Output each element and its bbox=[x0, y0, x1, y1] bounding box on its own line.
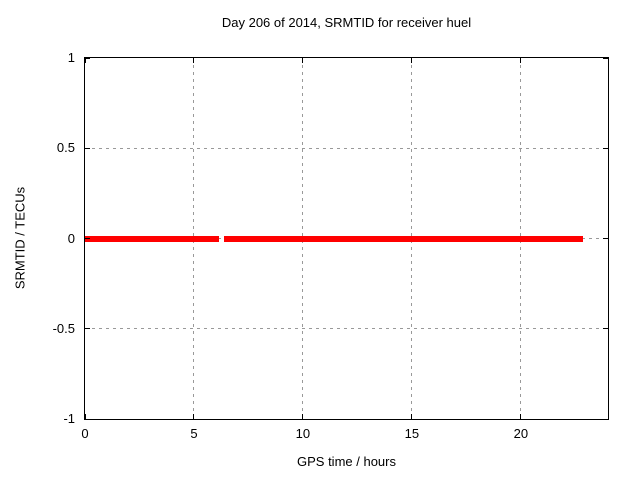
srmtid-series-segment bbox=[224, 235, 583, 242]
x-tick-label: 20 bbox=[513, 426, 529, 441]
tick-mark bbox=[603, 328, 608, 330]
tick-mark bbox=[85, 418, 90, 420]
tick-mark bbox=[603, 147, 608, 149]
tick-mark bbox=[603, 238, 608, 239]
gridline bbox=[85, 328, 608, 330]
x-tick-label: 5 bbox=[190, 426, 198, 441]
tick-mark bbox=[302, 58, 304, 63]
plot-area: 0 5 10 15 20 1 0.5 0 -0.5 -1 bbox=[53, 50, 609, 441]
tick-mark bbox=[84, 58, 86, 63]
y-tick-label: -1 bbox=[63, 411, 75, 426]
tick-mark bbox=[520, 58, 522, 63]
x-tick-label: 15 bbox=[404, 426, 420, 441]
tick-mark bbox=[85, 328, 90, 330]
y-tick-label: -0.5 bbox=[52, 320, 75, 336]
tick-mark bbox=[520, 414, 522, 419]
tick-mark bbox=[603, 418, 608, 420]
tick-mark bbox=[411, 414, 413, 419]
x-tick-label: 0 bbox=[81, 426, 89, 441]
tick-mark bbox=[85, 57, 90, 59]
gridline bbox=[85, 147, 608, 149]
tick-mark bbox=[302, 414, 304, 419]
srmtid-series-segment bbox=[85, 235, 220, 242]
tick-mark bbox=[85, 147, 90, 149]
tick-mark bbox=[84, 414, 86, 419]
tick-mark bbox=[603, 57, 608, 59]
chart-title: Day 206 of 2014, SRMTID for receiver hue… bbox=[221, 15, 472, 30]
tick-mark bbox=[85, 238, 90, 239]
y-tick-label: 1 bbox=[67, 50, 75, 65]
y-axis-label: SRMTID / TECUs bbox=[12, 186, 28, 290]
tick-mark bbox=[193, 58, 195, 63]
tick-mark bbox=[411, 58, 413, 63]
y-tick-label: 0 bbox=[67, 230, 75, 246]
y-tick-label: 0.5 bbox=[56, 140, 75, 156]
tick-mark bbox=[193, 414, 195, 419]
x-tick-label: 10 bbox=[295, 426, 311, 441]
x-axis-label: GPS time / hours bbox=[297, 454, 396, 469]
